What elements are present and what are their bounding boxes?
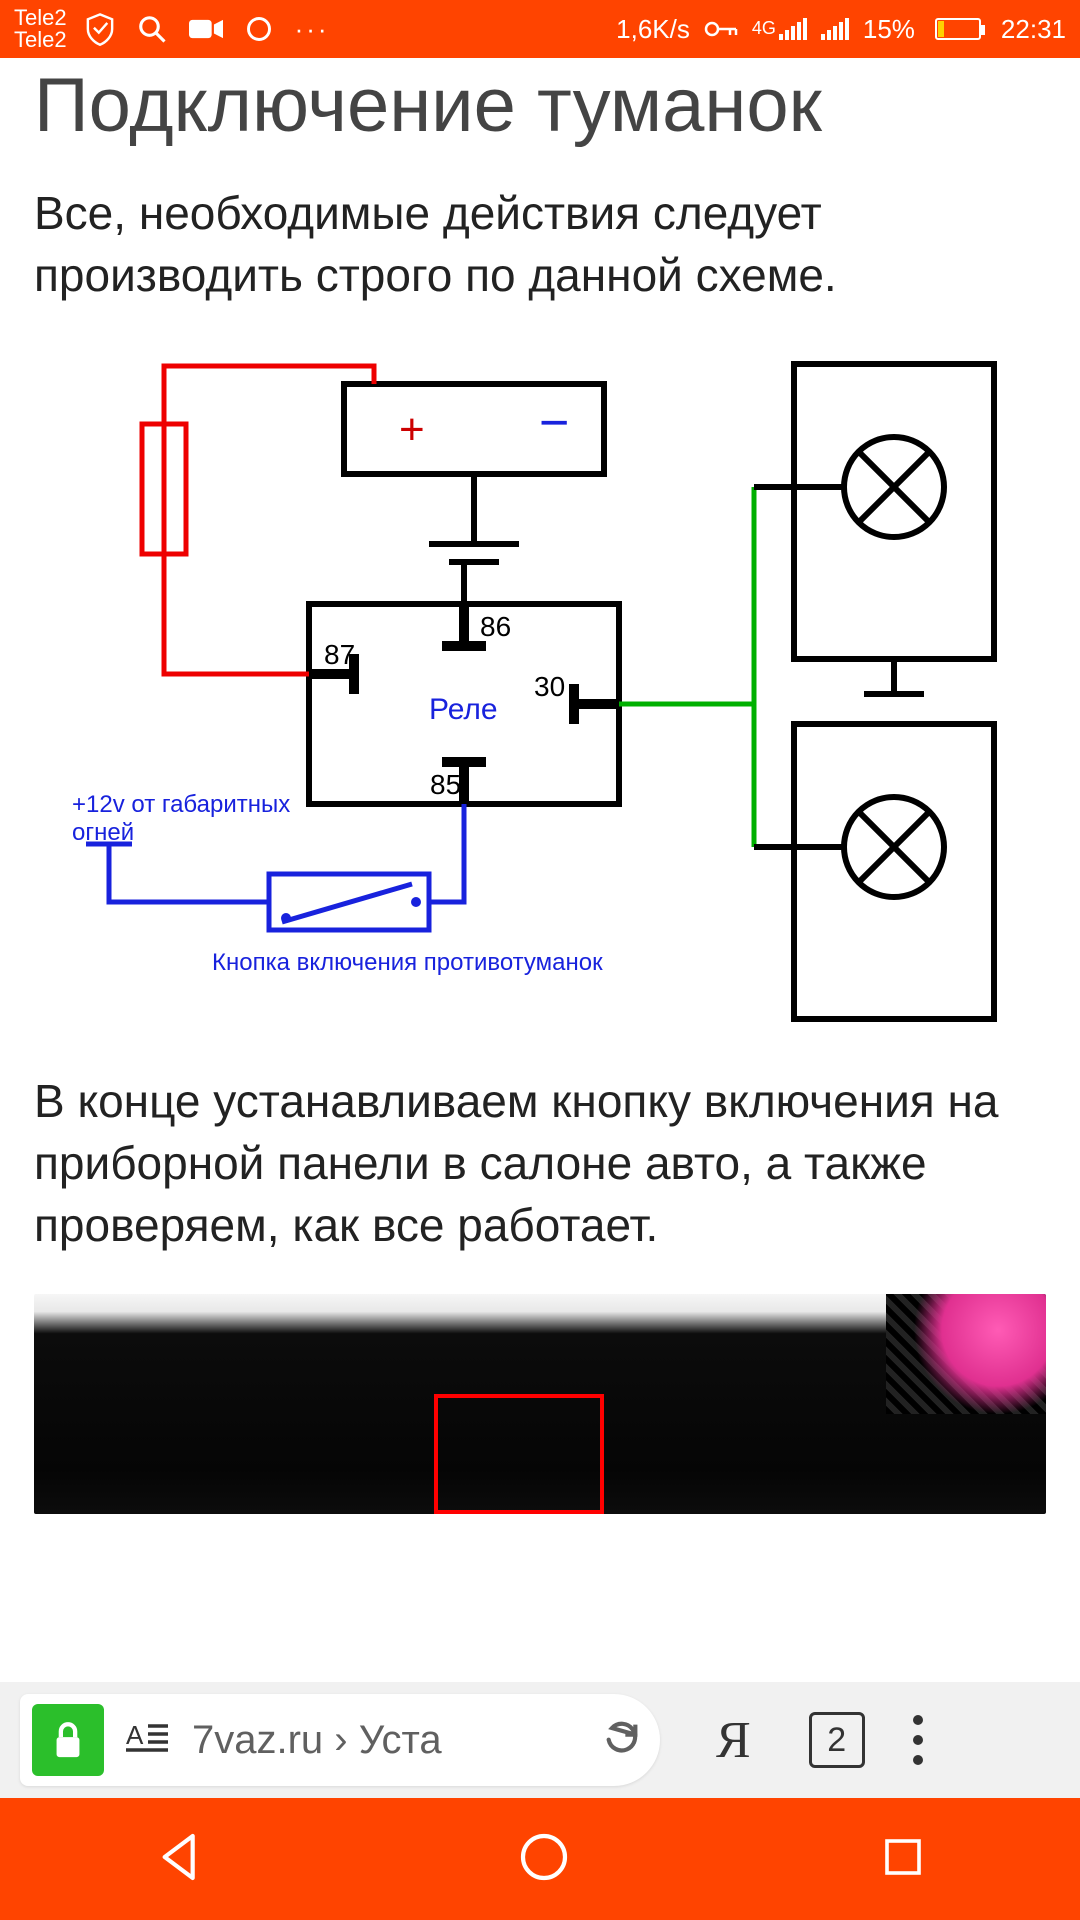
circle-outline-icon xyxy=(245,15,273,43)
svg-text:−: − xyxy=(539,394,569,452)
svg-text:Реле: Реле xyxy=(429,693,498,726)
network-type: 4G xyxy=(752,18,776,39)
reader-mode-icon[interactable]: A xyxy=(126,1720,170,1761)
yandex-button[interactable]: Я xyxy=(716,1711,751,1770)
carrier-2: Tele2 xyxy=(14,29,67,51)
svg-text:30: 30 xyxy=(534,671,565,702)
battery-icon xyxy=(935,18,981,40)
clock: 22:31 xyxy=(1001,14,1066,45)
carrier-labels: Tele2 Tele2 xyxy=(14,7,67,51)
article-title: Подключение туманок xyxy=(34,66,1046,146)
android-navbar xyxy=(0,1798,1080,1920)
status-right: 1,6K/s 4G 15% 22:31 xyxy=(616,14,1066,45)
tab-count-button[interactable]: 2 xyxy=(809,1712,865,1768)
svg-text:Кнопка включения противотумано: Кнопка включения противотуманок xyxy=(212,949,603,976)
lock-icon[interactable] xyxy=(32,1704,104,1776)
article-paragraph-1: Все, необходимые действия следует произв… xyxy=(34,182,1046,306)
video-icon xyxy=(189,17,223,41)
key-icon xyxy=(704,19,738,39)
url-text[interactable]: 7vaz.ru › Уста xyxy=(192,1718,590,1763)
svg-text:огней: огней xyxy=(72,819,134,846)
more-icon: ··· xyxy=(295,14,330,45)
menu-button[interactable] xyxy=(913,1715,923,1765)
svg-text:+: + xyxy=(399,405,425,454)
photo-highlight-box xyxy=(434,1394,604,1514)
tab-count-value: 2 xyxy=(827,1721,846,1760)
svg-text:A: A xyxy=(126,1720,144,1750)
network-speed: 1,6K/s xyxy=(616,14,690,45)
carrier-1: Tele2 xyxy=(14,7,67,29)
browser-toolbar: A 7vaz.ru › Уста Я 2 xyxy=(0,1682,1080,1798)
dashboard-photo xyxy=(34,1294,1046,1514)
signal-icon-2 xyxy=(821,18,849,40)
webpage-content[interactable]: Подключение туманок Все, необходимые дей… xyxy=(0,58,1080,1682)
search-icon xyxy=(137,14,167,44)
recent-apps-button[interactable] xyxy=(879,1833,927,1886)
svg-text:+12v от габаритных: +12v от габаритных xyxy=(72,791,290,818)
svg-text:86: 86 xyxy=(480,611,511,642)
address-bar[interactable]: A 7vaz.ru › Уста xyxy=(20,1694,660,1786)
battery-percent: 15% xyxy=(863,14,915,45)
back-button[interactable] xyxy=(153,1829,209,1890)
svg-text:87: 87 xyxy=(324,639,355,670)
status-icons-left: ··· xyxy=(85,12,330,46)
home-button[interactable] xyxy=(516,1829,572,1890)
reload-icon[interactable] xyxy=(602,1718,642,1763)
circuit-diagram: + − Реле 86 87 30 85 xyxy=(34,344,1046,1034)
android-statusbar: Tele2 Tele2 ··· 1,6K/s 4G 15% 22:31 xyxy=(0,0,1080,58)
shield-icon xyxy=(85,12,115,46)
signal-icon-1 xyxy=(779,18,807,40)
article-paragraph-2: В конце устанавливаем кнопку включения н… xyxy=(34,1070,1046,1256)
svg-text:85: 85 xyxy=(430,769,461,800)
